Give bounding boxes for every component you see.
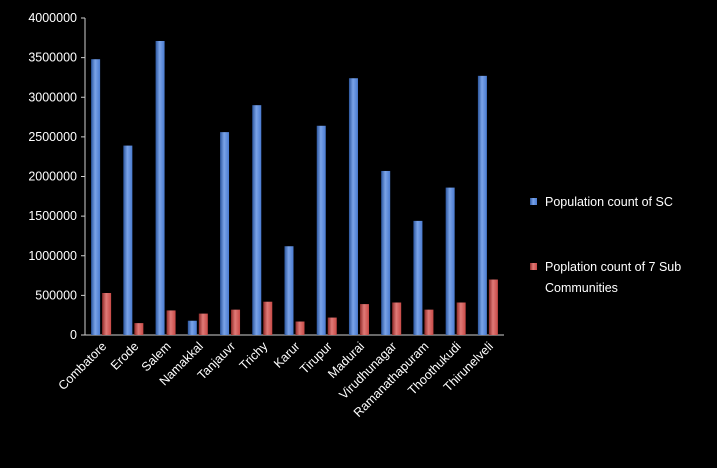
legend-swatch-sub-communities <box>530 263 537 270</box>
y-axis-ticks: 0 500000 1000000 1500000 2000000 2500000 30000… <box>28 11 85 342</box>
bar-sub-communities-thoothukudi <box>456 302 466 335</box>
y-tick-label: 4000000 <box>28 11 77 25</box>
bar-sc-trichy <box>252 105 262 335</box>
bar-sub-communities-combatore <box>102 292 112 335</box>
y-tick-label: 2500000 <box>28 130 77 144</box>
bar-sc-namakkal <box>187 320 197 335</box>
bar-sub-communities-madurai <box>359 304 369 335</box>
bar-sub-communities-tanjauvr <box>231 309 241 335</box>
bar-sub-communities-thirunelveli <box>488 279 498 335</box>
bar-sc-virudhunagar <box>381 170 391 335</box>
bar-sc-ramanathapuram <box>413 220 423 335</box>
y-tick-label: 1500000 <box>28 209 77 223</box>
bar-sc-tanjauvr <box>220 132 230 335</box>
bar-sub-communities-virudhunagar <box>392 302 402 335</box>
y-tick-label: 500000 <box>35 288 77 302</box>
y-tick-label: 0 <box>70 328 77 342</box>
legend: Population count of SC Poplation count of… <box>530 195 681 295</box>
bar-sub-communities-namakkal <box>198 313 208 335</box>
bar-sub-communities-tirupur <box>327 317 337 335</box>
bar-sub-communities-erode <box>134 323 144 335</box>
y-tick-label: 3000000 <box>28 90 77 104</box>
bar-sub-communities-salem <box>166 310 176 335</box>
bar-sc-combatore <box>91 59 101 336</box>
legend-label-sc: Population count of SC <box>545 195 673 209</box>
bar-sc-tirupur <box>316 125 326 335</box>
y-tick-label: 2000000 <box>28 170 77 184</box>
bar-sc-karur <box>284 246 294 335</box>
y-tick-label: 1000000 <box>28 249 77 263</box>
bar-sc-erode <box>123 145 133 335</box>
legend-label-sub-communities: Poplation count of 7 Sub Communities <box>545 260 681 295</box>
bar-sc-salem <box>155 40 165 336</box>
bar-sub-communities-trichy <box>263 301 273 335</box>
bar-sc-thirunelveli <box>477 75 487 335</box>
y-tick-label: 3500000 <box>28 51 77 65</box>
bar-sc-thoothukudi <box>445 187 455 335</box>
bar-sub-communities-ramanathapuram <box>424 309 434 335</box>
legend-swatch-sc <box>530 198 537 205</box>
bar-sub-communities-karur <box>295 321 305 335</box>
bar-sc-madurai <box>348 78 358 335</box>
bars-group <box>91 40 498 336</box>
